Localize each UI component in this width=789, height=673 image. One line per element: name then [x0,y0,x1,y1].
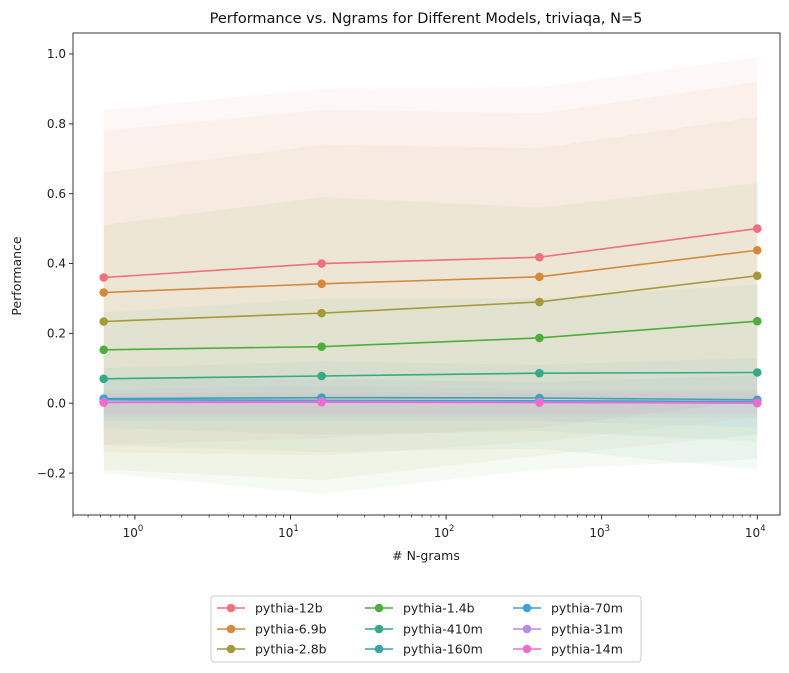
y-tick-label: −0.2 [37,466,66,480]
point-pythia-410m-1 [317,371,326,381]
legend-marker [226,603,236,613]
legend-entry-pythia-70m: pythia-70m [513,601,623,616]
y-tick-label: 0.8 [47,117,66,131]
legend: pythia-12b pythia-6.9b pythia-2.8b pythia-1… [210,595,642,663]
legend-marker [226,624,236,634]
x-tick-label: 103 [589,524,610,540]
legend-entry-pythia-160m: pythia-160m [365,642,483,657]
legend-entry-pythia-14m: pythia-14m [513,642,623,657]
y-tick-label: 0.0 [47,396,66,410]
line-pythia-410m [103,371,758,380]
line-pythia-12b [103,227,758,279]
legend-entry-pythia-31m: pythia-31m [513,622,623,637]
point-pythia-12b-0 [99,273,108,282]
legend-marker [374,644,384,654]
point-pythia-14m-2 [535,398,544,407]
point-pythia-12b-1 [317,259,326,268]
y-tick-label: 0.4 [47,257,66,271]
point-pythia-410m-2 [535,368,544,378]
point-pythia-6.9b-0 [99,288,108,297]
point-pythia-2.8b-2 [535,297,544,307]
point-pythia-6.9b-1 [317,279,326,289]
band-pythia-160m [103,357,758,442]
legend-label: pythia-410m [403,622,483,637]
y-axis: −0.2 0.0 0.2 0.4 0.6 0.8 1.0 [37,47,73,480]
point-pythia-2.8b-3 [752,271,762,281]
point-pythia-6.9b-3 [752,245,762,255]
y-tick-label: 0.2 [47,327,66,341]
legend-label: pythia-160m [403,642,483,657]
legend-entry-pythia-410m: pythia-410m [365,622,483,637]
legend-marker [374,624,384,634]
point-pythia-12b-2 [535,252,544,262]
x-tick-label: 102 [434,524,455,540]
y-tick-label: 1.0 [47,47,66,61]
x-tick-label: 101 [278,524,299,540]
x-tick-label: 104 [745,524,766,540]
band-pythia-410m [103,284,758,470]
legend-entry-pythia-6.9b: pythia-6.9b [217,622,327,637]
point-pythia-14m-3 [752,398,762,407]
point-pythia-2.8b-0 [99,317,108,326]
legend-label: pythia-6.9b [255,622,327,637]
point-pythia-12b-3 [752,224,762,233]
y-axis-label: Performance [9,236,24,316]
legend-label: pythia-1.4b [403,601,475,616]
point-pythia-14m-0 [99,398,108,407]
series-lines [103,227,758,405]
x-axis: 100 101 102 103 104 [72,515,766,540]
legend-entry-pythia-1.4b: pythia-1.4b [365,601,475,616]
legend-marker [374,603,384,613]
point-pythia-14m-1 [317,397,326,407]
x-axis-label: # N-grams [392,548,460,563]
point-pythia-1.4b-0 [99,345,108,355]
legend-label: pythia-70m [551,601,623,616]
band-pythia-6.9b [103,81,758,456]
point-pythia-1.4b-3 [752,316,762,326]
series-points [99,224,762,408]
legend-label: pythia-14m [551,642,623,657]
confidence-bands [103,57,758,495]
legend-marker [522,644,532,654]
line-pythia-160m [103,396,758,401]
plot-area-frame [72,32,781,516]
line-pythia-6.9b [103,249,758,294]
legend-marker [226,644,236,654]
legend-frame [210,595,642,663]
chart-title: Performance vs. Ngrams for Different Mod… [210,11,643,27]
band-pythia-2.8b [103,116,758,481]
y-tick-label: 0.6 [47,187,66,201]
legend-label: pythia-12b [255,601,323,616]
line-pythia-70m [103,398,758,403]
point-pythia-2.8b-1 [317,308,326,318]
point-pythia-6.9b-2 [535,272,544,282]
legend-marker [522,603,532,613]
point-pythia-1.4b-2 [535,333,544,343]
line-pythia-2.8b [103,274,758,323]
point-pythia-410m-3 [752,368,762,377]
legend-entry-pythia-12b: pythia-12b [217,601,323,616]
legend-marker [522,624,532,634]
point-pythia-410m-0 [99,374,108,384]
x-tick-label: 100 [123,524,144,540]
legend-label: pythia-31m [551,622,623,637]
point-pythia-1.4b-1 [317,342,326,351]
band-pythia-1.4b [103,183,758,495]
legend-label: pythia-2.8b [255,642,327,657]
line-pythia-1.4b [103,320,758,351]
legend-entry-pythia-2.8b: pythia-2.8b [217,642,327,657]
